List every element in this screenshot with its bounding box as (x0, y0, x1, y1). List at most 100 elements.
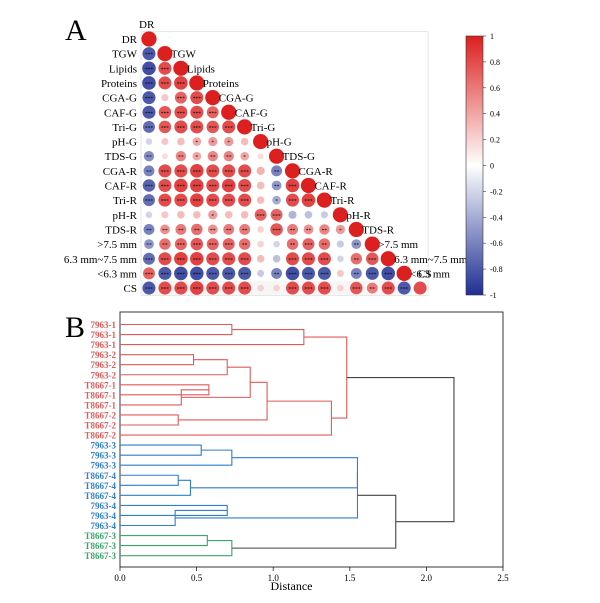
dendrogram-link (120, 323, 233, 336)
corr-circle (206, 164, 220, 178)
corr-circle (336, 240, 344, 248)
corr-circle (223, 224, 235, 235)
significance-mark: ** (226, 228, 232, 234)
significance-mark: *** (193, 169, 202, 175)
corr-circle (190, 237, 204, 251)
significance-mark: *** (145, 257, 154, 263)
corr-circle (273, 240, 280, 248)
corr-circle (190, 91, 204, 105)
panel-b-dendrogram: B0.0 0.5 1.0 1.5 2.0 2.5Distance7963-17963-17… (65, 311, 509, 593)
significance-mark: *** (177, 96, 186, 102)
dendrogram-link (346, 377, 455, 523)
corr-circle (206, 193, 220, 207)
colorbar-tick-label: 0.6 (490, 84, 500, 93)
corr-circle (335, 224, 346, 235)
significance-mark: *** (272, 213, 281, 219)
significance-mark: ** (242, 243, 248, 249)
corr-circle (158, 281, 172, 295)
significance-mark: *** (304, 199, 313, 205)
corr-circle (206, 120, 220, 134)
corr-circle (206, 266, 220, 280)
significance-mark: * (211, 213, 214, 219)
leaf-label: T8667-4 (85, 481, 117, 491)
significance-mark: *** (145, 272, 154, 278)
significance-mark: *** (161, 125, 170, 131)
corr-circle (193, 210, 201, 219)
significance-mark: *** (161, 199, 170, 205)
corr-circle (257, 240, 264, 248)
corr-circle (208, 136, 218, 147)
leaf-label: T8667-3 (85, 531, 117, 541)
significance-mark: *** (161, 257, 170, 263)
significance-mark: *** (145, 67, 154, 73)
corr-circle (224, 210, 233, 219)
corr-circle (174, 76, 188, 90)
leaf-label: 7963-1 (91, 330, 117, 340)
corr-circle (175, 224, 187, 235)
significance-mark: ** (146, 155, 152, 161)
corr-circle (222, 252, 236, 266)
leaf-label: T8667-4 (85, 491, 117, 501)
significance-mark: *** (304, 287, 313, 293)
corr-circle (190, 266, 204, 281)
leaf-label: 7963-2 (91, 370, 117, 380)
significance-mark: *** (384, 287, 393, 293)
corr-circle (222, 164, 236, 178)
corr-circle (238, 238, 251, 250)
corr-circle (190, 164, 204, 178)
diag-label: <6.3 mm (410, 268, 450, 280)
colorbar-tick-label: -0.6 (490, 239, 503, 248)
significance-mark: *** (161, 169, 170, 175)
significance-mark: *** (225, 184, 234, 190)
corr-circle (142, 120, 155, 133)
corr-circle (253, 133, 269, 150)
significance-mark: *** (304, 272, 313, 278)
corr-circle (158, 106, 172, 119)
diag-label: CAF-G (235, 107, 268, 119)
significance-mark: ** (162, 243, 168, 249)
corr-circle (174, 266, 188, 281)
corr-circle (301, 266, 315, 280)
significance-mark: *** (304, 257, 313, 263)
row-label: DR (122, 34, 138, 46)
significance-mark: ** (274, 169, 280, 175)
corr-circle (142, 76, 156, 90)
corr-circle (351, 239, 362, 250)
corr-circle (380, 251, 396, 267)
significance-mark: *** (257, 213, 266, 219)
dendrogram-link (120, 444, 202, 456)
corr-circle (158, 76, 172, 90)
significance-mark: ** (146, 228, 152, 234)
corr-circle (381, 266, 396, 281)
leaf-label: 7963-3 (91, 441, 117, 451)
significance-mark: *** (145, 52, 154, 58)
significance-mark: *** (225, 287, 234, 293)
corr-circle (205, 90, 221, 106)
leaf-label: T8667-2 (85, 431, 117, 441)
corr-circle (161, 211, 169, 219)
significance-mark: *** (209, 125, 218, 131)
colorbar-tick-label: 0.2 (490, 136, 500, 145)
corr-circle (301, 281, 315, 295)
significance-mark: *** (209, 111, 218, 117)
leaf-label: 7963-1 (91, 320, 117, 330)
diag-label: CAF-R (314, 181, 347, 193)
corr-circle (174, 251, 188, 266)
colorbar-tick-label: 0 (490, 162, 494, 171)
corr-circle (158, 61, 172, 75)
significance-mark: *** (145, 125, 154, 131)
diag-label: DR (139, 19, 155, 31)
corr-circle (317, 252, 331, 266)
significance-mark: * (195, 140, 198, 146)
corr-circle (174, 164, 188, 178)
panel-a-correlation-matrix: A DR TGW Lipids Proteins CGA-G CAF-G Tri-G pH-G T… (64, 14, 468, 296)
dendrogram-link (120, 328, 305, 346)
significance-mark: *** (193, 272, 202, 278)
leaf-label: T8667-3 (85, 551, 117, 561)
dendrogram-link (120, 400, 332, 436)
significance-mark: *** (241, 184, 250, 190)
row-label: Lipids (109, 63, 137, 75)
corr-circle (190, 193, 204, 207)
corr-circle (271, 267, 283, 279)
significance-mark: *** (241, 287, 250, 293)
